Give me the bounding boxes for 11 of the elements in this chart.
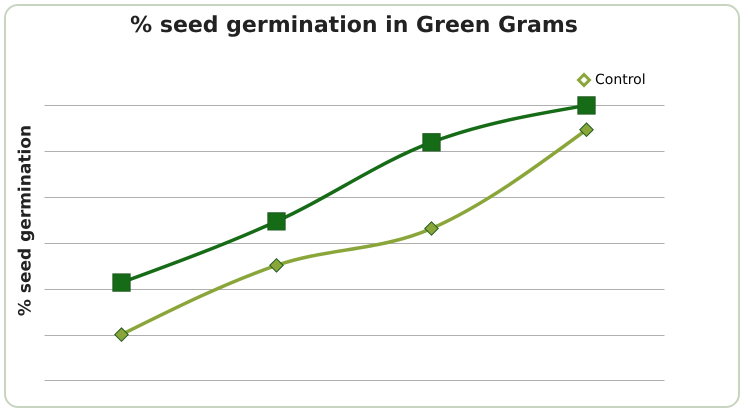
point <box>112 273 131 292</box>
chart-title: % seed germination in Green Grams <box>130 13 578 38</box>
point <box>269 258 284 273</box>
y-axis-title: % seed germination <box>16 124 36 316</box>
point <box>424 221 439 236</box>
point <box>114 327 129 342</box>
point <box>267 212 286 231</box>
point <box>577 96 596 115</box>
point <box>579 122 594 137</box>
legend-label: Control <box>595 72 646 88</box>
point <box>422 133 441 152</box>
